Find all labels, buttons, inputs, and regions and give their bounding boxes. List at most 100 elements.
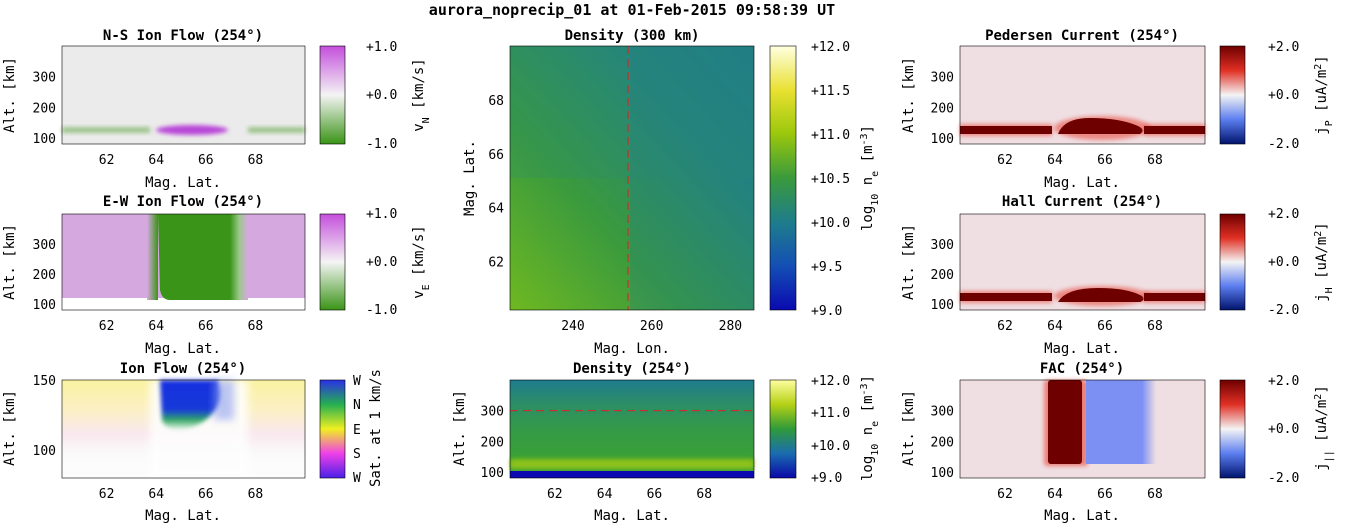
fac-xlabel: Mag. Lat. — [1044, 508, 1120, 524]
ew-flow-xlabel: Mag. Lat. — [145, 341, 221, 357]
hall-xtick: 64 — [1047, 319, 1063, 334]
fac-colorbar — [1219, 379, 1246, 479]
ion-flow-cb-tick: S — [353, 447, 361, 462]
ns-flow-xtick: 64 — [148, 153, 164, 168]
fac-xtick: 68 — [1147, 487, 1163, 502]
ns-flow-ytick: 200 — [33, 101, 56, 116]
density-300-cb-tick: +9.5 — [811, 260, 842, 275]
fac-title: FAC (254°) — [1040, 361, 1124, 377]
density-300-cb-tick: +11.0 — [811, 128, 850, 143]
fac-frame — [959, 379, 1206, 479]
density-300-cb-tick: +9.0 — [811, 304, 842, 319]
density-300-cb-tick: +10.0 — [811, 216, 850, 231]
density-300-ytick: 62 — [488, 256, 504, 271]
density-300-ytick: 64 — [488, 202, 504, 217]
density-300-title: Density (300 km) — [565, 28, 700, 44]
hall-colorbar — [1219, 213, 1246, 311]
ns-flow-title: N-S Ion Flow (254°) — [103, 28, 263, 44]
hall-xtick: 68 — [1147, 319, 1163, 334]
fac-cb-tick: -2.0 — [1268, 471, 1299, 486]
ew-flow-cb-tick: +0.0 — [366, 255, 397, 270]
panel-density-254: Density (254°) 62 64 66 68 100 200 300 M… — [452, 361, 881, 524]
density-254-cb-tick: +12.0 — [811, 374, 850, 389]
pedersen-band-left — [960, 126, 1052, 134]
pedersen-ytick: 200 — [931, 101, 954, 116]
ew-flow-xtick: 66 — [198, 319, 214, 334]
density-300-colorbar — [769, 45, 797, 311]
ew-flow-ylabel: Alt. [km] — [2, 224, 18, 300]
ion-flow-ytick: 150 — [33, 374, 56, 389]
fac-xtick: 66 — [1097, 487, 1113, 502]
density-254-title: Density (254°) — [573, 361, 691, 377]
ns-flow-band-left — [62, 127, 150, 133]
ion-flow-xtick: 64 — [148, 487, 164, 502]
fac-ytick: 100 — [931, 466, 954, 481]
ns-flow-xlabel: Mag. Lat. — [145, 175, 221, 191]
ew-flow-bottom — [62, 298, 305, 310]
pedersen-cb-tick: +2.0 — [1268, 40, 1299, 55]
hall-xlabel: Mag. Lat. — [1044, 341, 1120, 357]
ns-flow-cb-label: vN [km/s] — [411, 58, 432, 131]
pedersen-cb-tick: +0.0 — [1268, 88, 1299, 103]
ew-flow-green-region — [158, 214, 230, 300]
ns-flow-band-right — [248, 127, 305, 133]
ion-flow-cb-tick: W — [353, 374, 361, 389]
pedersen-ytick: 300 — [931, 71, 954, 86]
pedersen-blob — [1058, 118, 1143, 134]
pedersen-frame — [959, 45, 1206, 145]
density-254-ytick: 200 — [481, 435, 504, 450]
ion-flow-cb-tick: E — [353, 423, 361, 438]
figure-title: aurora_noprecip_01 at 01-Feb-2015 09:58:… — [429, 1, 835, 19]
fac-ylabel: Alt. [km] — [901, 390, 917, 466]
ion-flow-cb-tick: N — [353, 398, 361, 413]
density-254-cb-tick: +10.0 — [811, 439, 850, 454]
density-254-ytick: 300 — [481, 405, 504, 420]
density-300-xtick: 280 — [719, 319, 742, 334]
ew-flow-xtick: 62 — [99, 319, 115, 334]
ns-flow-ylabel: Alt. [km] — [2, 57, 18, 133]
pedersen-cb-label: jP [uA/m2] — [1313, 55, 1335, 135]
pedersen-ytick: 100 — [931, 132, 954, 147]
hall-cb-tick: -2.0 — [1268, 303, 1299, 318]
density-254-e-layer — [510, 459, 754, 469]
ion-flow-frame — [61, 379, 306, 479]
ion-flow-blue-region — [160, 380, 221, 430]
ew-flow-edge — [147, 214, 158, 300]
ns-flow-frame — [61, 45, 306, 145]
density-254-colorbar — [769, 379, 797, 479]
hall-frame — [959, 213, 1206, 311]
ns-flow-cb-tick: -1.0 — [366, 137, 397, 152]
density-300-field — [510, 46, 754, 310]
ion-flow-title: Ion Flow (254°) — [120, 361, 246, 377]
ns-flow-blob — [156, 125, 228, 135]
fac-red-region — [1048, 380, 1082, 464]
fac-blue-region — [1086, 380, 1156, 464]
pedersen-band-right — [1144, 126, 1205, 134]
ew-flow-title: E-W Ion Flow (254°) — [103, 194, 263, 210]
ew-flow-frame — [61, 213, 306, 311]
ns-flow-colorbar — [319, 45, 346, 145]
density-254-cb-tick: +11.0 — [811, 406, 850, 421]
ion-flow-ytick: 100 — [33, 444, 56, 459]
density-254-cb-label: log10 ne [m-3] — [859, 375, 881, 481]
pedersen-cb-tick: -2.0 — [1268, 137, 1299, 152]
panel-ew-flow: E-W Ion Flow (254°) 62 64 66 68 100 200 … — [2, 194, 432, 357]
density-254-xlabel: Mag. Lat. — [594, 508, 670, 524]
ew-flow-cb-tick: +1.0 — [366, 207, 397, 222]
ew-flow-cb-label: vE [km/s] — [411, 225, 432, 298]
pedersen-ylabel: Alt. [km] — [901, 57, 917, 133]
ew-flow-ytick: 200 — [33, 268, 56, 283]
ns-flow-xtick: 68 — [248, 153, 264, 168]
pedersen-xlabel: Mag. Lat. — [1044, 175, 1120, 191]
hall-blob — [1058, 288, 1144, 302]
ion-flow-colorbar — [319, 379, 346, 479]
fac-cb-label: j|| [uA/m2] — [1313, 385, 1335, 471]
hall-xtick: 62 — [997, 319, 1013, 334]
panel-density-300: Density (300 km) 240 260 280 62 64 66 68… — [462, 28, 881, 357]
ion-flow-cb-tick: W — [353, 471, 361, 486]
fac-ytick: 300 — [931, 405, 954, 420]
ion-flow-ylabel: Alt. [km] — [2, 390, 18, 466]
density-300-xtick: 260 — [640, 319, 663, 334]
fac-cb-tick: +2.0 — [1268, 374, 1299, 389]
density-254-xtick: 66 — [647, 487, 663, 502]
